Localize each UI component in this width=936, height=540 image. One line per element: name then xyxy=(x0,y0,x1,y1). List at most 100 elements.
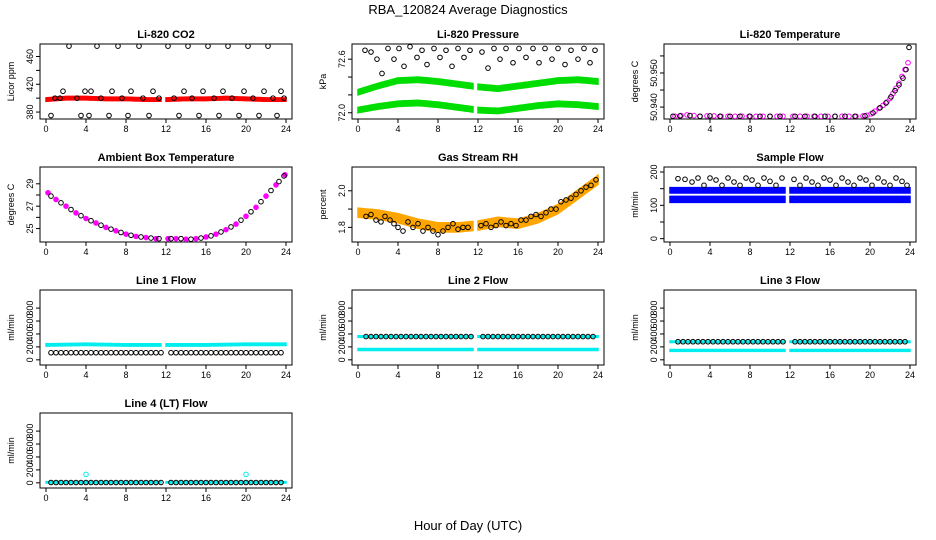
x-tick-label: 4 xyxy=(707,370,712,380)
line-4-lt-flow-plot-area xyxy=(45,471,287,486)
line-1-flow-point xyxy=(88,349,94,356)
ambient-box-temperature-point xyxy=(128,232,134,239)
x-tick-label: 4 xyxy=(83,247,88,257)
x-tick-label: 24 xyxy=(905,370,915,380)
line-2-flow-title: Line 2 Flow xyxy=(448,275,508,287)
li-820-co2-point xyxy=(60,88,66,95)
line-1-flow-point xyxy=(223,349,229,356)
y-tick-label: 460 xyxy=(25,49,35,64)
ambient-box-temperature-point xyxy=(78,212,84,219)
line-1-flow-ylabel: ml/min xyxy=(6,314,16,341)
li-820-temperature-point xyxy=(711,113,717,119)
line-1-flow-point xyxy=(58,349,64,356)
li-820-temperature-point xyxy=(812,113,818,119)
line-1-flow-point xyxy=(103,349,109,356)
sample-flow-band-series-1 xyxy=(789,195,911,204)
li-820-pressure-point xyxy=(437,54,443,61)
ambient-box-temperature-point xyxy=(118,229,124,236)
li-820-pressure-point xyxy=(455,45,461,52)
li-820-co2-point xyxy=(220,88,226,95)
li-820-temperature-point xyxy=(883,100,889,106)
ambient-box-temperature-point xyxy=(203,234,209,240)
gas-stream-rh-point xyxy=(478,222,484,229)
li-820-temperature-point xyxy=(900,75,906,81)
x-tick-label: 0 xyxy=(667,124,672,134)
line-3-flow-point xyxy=(780,338,786,345)
li-820-temperature-point xyxy=(727,113,733,119)
li-820-co2-point xyxy=(128,88,134,95)
x-tick-label: 20 xyxy=(865,124,875,134)
li-820-co2-frame xyxy=(39,43,293,120)
gas-stream-rh-point xyxy=(588,182,594,189)
li-820-co2-point xyxy=(57,95,63,101)
ambient-box-temperature-point xyxy=(258,198,264,205)
gas-stream-rh-point xyxy=(430,228,436,234)
line-2-flow-band-series-1 xyxy=(357,347,474,352)
x-tick-label: 16 xyxy=(825,124,835,134)
gas-stream-rh-point xyxy=(583,184,589,190)
sample-flow-point xyxy=(809,179,815,185)
li-820-pressure-title: Li-820 Pressure xyxy=(437,29,519,41)
line-1-flow-point xyxy=(173,349,179,356)
li-820-co2-point xyxy=(125,112,131,119)
line-3-flow-band-series-1 xyxy=(669,348,786,353)
gas-stream-rh-point xyxy=(410,224,416,231)
li-820-co2-point xyxy=(78,112,84,119)
y-tick-label: 200 xyxy=(337,339,347,354)
sample-flow-point xyxy=(881,179,887,185)
li-820-co2-point xyxy=(48,112,54,119)
x-tick-label: 12 xyxy=(473,370,483,380)
y-tick-label: 1.8 xyxy=(337,221,347,234)
line-1-flow-point xyxy=(248,349,254,356)
y-tick-label: 800 xyxy=(337,301,347,316)
sample-flow-point xyxy=(682,176,688,183)
line-3-flow-title: Line 3 Flow xyxy=(760,275,820,287)
sample-flow-point xyxy=(869,182,875,189)
li-820-pressure-point xyxy=(491,45,497,52)
li-820-pressure-point xyxy=(467,47,473,54)
x-tick-label: 8 xyxy=(435,124,440,134)
x-tick-label: 12 xyxy=(161,247,171,257)
li-820-co2-point xyxy=(82,88,88,95)
line-3-flow-band-series-0 xyxy=(789,340,911,344)
li-820-temperature-point xyxy=(790,113,796,119)
x-tick-label: 12 xyxy=(161,493,171,503)
x-tick-label: 12 xyxy=(473,124,483,134)
ambient-box-temperature-point xyxy=(45,189,51,196)
sample-flow-point xyxy=(749,177,755,183)
li-820-pressure-point xyxy=(587,59,593,66)
x-tick-label: 12 xyxy=(473,247,483,257)
line-1-flow-point xyxy=(78,349,84,356)
line-1-flow-point xyxy=(218,349,224,356)
ambient-box-temperature-point xyxy=(243,213,249,220)
sample-flow-point xyxy=(675,175,681,182)
li-820-co2-point xyxy=(146,112,152,119)
gas-stream-rh-point xyxy=(382,213,388,220)
x-tick-label: 0 xyxy=(355,124,360,134)
li-820-co2-point xyxy=(106,112,112,119)
li-820-temperature-point xyxy=(802,113,808,119)
li-820-temperature-point xyxy=(818,113,824,119)
y-tick-label: 600 xyxy=(649,314,659,329)
y-tick-label: 27 xyxy=(25,201,35,211)
li-820-pressure-point xyxy=(516,45,522,52)
sample-flow-point xyxy=(707,175,713,181)
li-820-temperature-point xyxy=(832,113,838,119)
line-2-flow-panel: Line 2 Flow ml/min 0 4 8 12 16 20 24 0 20040060080… xyxy=(318,275,605,380)
line-4-lt-flow-point xyxy=(83,471,89,478)
li-820-temperature-point xyxy=(747,113,753,119)
line-2-flow-point xyxy=(468,333,474,340)
y-tick-label: 600 xyxy=(25,314,35,329)
li-820-co2-ylabel: Licor ppm xyxy=(6,62,16,102)
x-tick-label: 0 xyxy=(43,493,48,503)
li-820-co2-plot-area xyxy=(45,44,287,119)
x-tick-label: 24 xyxy=(905,124,915,134)
y-tick-label: 400 xyxy=(337,326,347,341)
x-tick-label: 4 xyxy=(707,247,712,257)
sample-flow-point xyxy=(887,182,893,189)
li-820-co2-point xyxy=(119,95,125,101)
li-820-temperature-panel: Li-820 Temperature degrees C 0 4 8 12 16 20 24 50… xyxy=(630,29,917,134)
ambient-box-temperature-point xyxy=(253,204,259,211)
ambient-box-temperature-point xyxy=(213,231,219,237)
